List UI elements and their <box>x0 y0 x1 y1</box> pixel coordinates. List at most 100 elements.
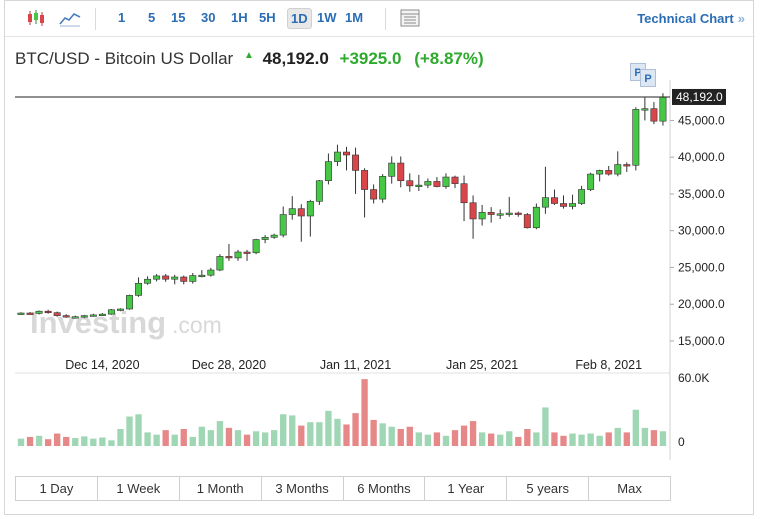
volume-bar <box>171 434 178 446</box>
candle-body <box>523 214 531 229</box>
line-chart-icon[interactable] <box>59 8 81 28</box>
volume-bar <box>497 434 504 446</box>
volume-tick-label: 60.0K <box>678 371 709 385</box>
candle-body <box>144 278 152 284</box>
candle-body <box>388 162 396 177</box>
candle-body <box>243 251 251 254</box>
date-tick-label: Dec 28, 2020 <box>192 358 266 372</box>
instrument-name: BTC/USD - Bitcoin US Dollar <box>15 49 234 68</box>
volume-bar <box>243 434 251 446</box>
candle-body <box>71 316 79 319</box>
candle-body <box>614 164 622 175</box>
volume-bar <box>271 430 278 446</box>
candle-body <box>578 189 586 204</box>
volume-bar <box>379 423 386 446</box>
volume-bar <box>63 436 70 446</box>
volume-bar <box>469 421 477 446</box>
volume-bar <box>424 434 432 446</box>
timeframe-button-5[interactable]: 5 <box>148 10 156 25</box>
candle-body <box>270 234 278 238</box>
candle-body <box>198 274 206 277</box>
range-button-3-months[interactable]: 3 Months <box>262 477 344 500</box>
volume-bar <box>126 416 133 446</box>
volume-bar <box>397 429 404 446</box>
volume-bar <box>298 425 305 446</box>
candle-body <box>126 295 133 310</box>
candle-body <box>35 310 43 314</box>
volume-bar <box>117 429 124 446</box>
volume-bar <box>99 437 106 446</box>
candle-body <box>596 170 604 175</box>
candle-body <box>234 251 242 259</box>
timeframe-button-1w[interactable]: 1W <box>317 10 337 25</box>
up-arrow-icon: ▲ <box>243 50 254 61</box>
volume-bar <box>352 413 359 446</box>
volume-bar <box>560 435 567 446</box>
timeframe-button-5h[interactable]: 5H <box>259 10 276 25</box>
timeframe-button-1h[interactable]: 1H <box>231 10 248 25</box>
range-button-1-year[interactable]: 1 Year <box>425 477 508 500</box>
price-change: +3925.0 <box>339 49 402 68</box>
volume-bar <box>216 421 224 446</box>
volume-bar <box>614 427 621 446</box>
volume-bar <box>578 434 585 446</box>
candlestick-chart[interactable]: Investing .com 15,000.0 20,000.0 25,000.0 30,… <box>0 0 760 470</box>
candle-body <box>569 203 577 207</box>
timeframe-button-1d[interactable]: 1D <box>287 8 312 29</box>
price-tick-label: 35,000.0 <box>678 187 725 201</box>
range-button-6-months[interactable]: 6 Months <box>344 477 426 500</box>
timeframe-button-1[interactable]: 1 <box>118 10 126 25</box>
volume-bar <box>460 425 468 446</box>
range-button-5-years[interactable]: 5 years <box>507 477 590 500</box>
volume-bar <box>252 431 260 446</box>
volume-bar <box>388 426 395 446</box>
volume-bar <box>605 432 612 446</box>
volume-bar <box>406 426 413 446</box>
technical-chart-link[interactable]: Technical Chart» <box>637 11 745 26</box>
volume-bar <box>361 379 368 446</box>
volume-bar <box>26 436 34 446</box>
volume-bar <box>81 436 88 446</box>
last-price: 48,192.0 <box>262 49 329 68</box>
range-button-1-day[interactable]: 1 Day <box>16 477 98 500</box>
toolbar-divider <box>385 8 386 30</box>
candle-body <box>171 276 179 280</box>
volume-bar <box>632 409 639 446</box>
timeframe-button-30[interactable]: 30 <box>201 10 216 25</box>
last-price-tag <box>672 88 726 105</box>
candle-body <box>162 275 170 280</box>
volume-bar <box>153 434 160 446</box>
timeframe-button-1m[interactable]: 1M <box>345 10 364 25</box>
candle-body <box>550 197 558 204</box>
candle-body <box>352 154 360 171</box>
candle-body <box>343 151 350 156</box>
candle-body <box>361 170 369 190</box>
candle-body <box>315 180 323 202</box>
volume-bar <box>108 440 115 446</box>
range-button-1-week[interactable]: 1 Week <box>98 477 180 500</box>
toolbar: 1 5 15 30 1H 5H 1D 1W 1M Technical Chart» <box>5 1 755 37</box>
volume-bar <box>189 436 196 446</box>
range-button-max[interactable]: Max <box>617 481 642 496</box>
candle-body <box>541 197 549 208</box>
volume-bar <box>551 432 558 446</box>
calendar-grid-icon[interactable] <box>399 8 421 28</box>
volume-bar <box>289 415 296 446</box>
candle-body <box>189 275 197 282</box>
volume-bar <box>569 433 576 446</box>
volume-bar <box>596 435 603 446</box>
pivot-flag-marker[interactable]: P <box>640 69 656 87</box>
candlestick-icon[interactable] <box>25 8 47 28</box>
candle-body <box>433 181 441 187</box>
candle-body <box>153 275 161 280</box>
candle-body <box>80 315 88 318</box>
candle-body <box>216 256 224 271</box>
timeframe-button-15[interactable]: 15 <box>171 10 186 25</box>
candle-body <box>478 212 486 220</box>
volume-bar <box>433 432 441 446</box>
candle-body <box>370 189 378 200</box>
candle-body <box>641 108 649 111</box>
range-button-1-month[interactable]: 1 Month <box>180 477 262 500</box>
volume-bar <box>325 410 332 446</box>
candle-body <box>333 151 341 162</box>
